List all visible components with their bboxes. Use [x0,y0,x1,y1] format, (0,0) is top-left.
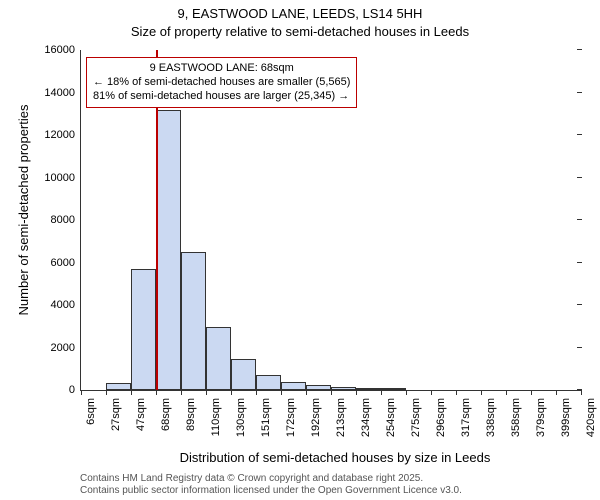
histogram-chart: 9, EASTWOOD LANE, LEEDS, LS14 5HH Size o… [0,0,600,500]
x-axis-label: Distribution of semi-detached houses by … [80,450,590,465]
x-tick-label: 399sqm [560,398,572,437]
x-tick-label: 89sqm [185,398,197,431]
x-tick-label: 234sqm [360,398,372,437]
x-tick-mark [181,390,182,395]
histogram-bar [281,382,306,391]
x-tick-label: 130sqm [235,398,247,437]
histogram-bar [331,387,356,390]
x-tick-mark [156,390,157,395]
x-tick-mark [481,390,482,395]
x-tick-mark [306,390,307,395]
x-tick-mark [456,390,457,395]
x-tick-mark [556,390,557,395]
x-tick-mark [431,390,432,395]
y-tick-label: 6000 [51,257,81,269]
annotation-line3: 81% of semi-detached houses are larger (… [93,90,350,104]
x-tick-label: 358sqm [510,398,522,437]
y-tick-label: 10000 [44,172,81,184]
x-tick-mark [81,390,82,395]
histogram-bar [106,383,131,390]
histogram-bar [231,359,256,390]
y-tick-label: 12000 [44,129,81,141]
x-tick-mark [406,390,407,395]
histogram-bar [206,327,231,390]
y-tick-label: 8000 [51,214,81,226]
y-tick-mark [577,134,582,135]
annotation-line1: 9 EASTWOOD LANE: 68sqm [93,62,350,76]
x-tick-label: 68sqm [160,398,172,431]
chart-title-line1: 9, EASTWOOD LANE, LEEDS, LS14 5HH [0,6,600,21]
x-tick-label: 296sqm [435,398,447,437]
histogram-bar [356,388,381,390]
y-tick-label: 2000 [51,342,81,354]
x-tick-mark [231,390,232,395]
y-tick-mark [577,49,582,50]
y-tick-mark [577,262,582,263]
y-tick-mark [577,177,582,178]
attribution-line2: Contains public sector information licen… [80,485,462,497]
x-tick-mark [206,390,207,395]
x-tick-label: 172sqm [285,398,297,437]
x-tick-mark [356,390,357,395]
y-tick-mark [577,92,582,93]
y-tick-mark [577,347,582,348]
attribution-line1: Contains HM Land Registry data © Crown c… [80,473,462,485]
y-axis-label: Number of semi-detached properties [16,60,31,360]
x-tick-mark [106,390,107,395]
y-tick-label: 14000 [44,87,81,99]
x-tick-label: 27sqm [110,398,122,431]
y-tick-label: 16000 [44,44,81,56]
y-tick-label: 4000 [51,299,81,311]
annotation-line2: ← 18% of semi-detached houses are smalle… [93,76,350,90]
histogram-bar [256,375,281,390]
x-tick-label: 110sqm [210,398,222,436]
x-tick-label: 317sqm [460,398,472,437]
histogram-bar [181,252,206,390]
x-tick-mark [506,390,507,395]
x-tick-label: 254sqm [385,398,397,437]
x-tick-mark [531,390,532,395]
x-tick-label: 151sqm [260,398,272,437]
x-tick-mark [281,390,282,395]
x-tick-label: 338sqm [485,398,497,437]
y-tick-mark [577,219,582,220]
x-tick-label: 6sqm [85,398,97,425]
x-tick-mark [581,390,582,395]
chart-attribution: Contains HM Land Registry data © Crown c… [80,473,462,496]
x-tick-label: 192sqm [310,398,322,437]
histogram-bar [381,388,406,390]
x-tick-mark [381,390,382,395]
x-tick-mark [256,390,257,395]
x-tick-label: 213sqm [335,398,347,437]
histogram-bar [156,110,181,391]
y-tick-mark [577,304,582,305]
x-tick-label: 47sqm [135,398,147,431]
x-tick-label: 379sqm [535,398,547,437]
y-tick-label: 0 [69,384,81,396]
plot-area: 02000400060008000100001200014000160006sq… [80,50,581,391]
x-tick-mark [131,390,132,395]
x-tick-mark [331,390,332,395]
property-annotation: 9 EASTWOOD LANE: 68sqm← 18% of semi-deta… [86,57,357,108]
chart-title-line2: Size of property relative to semi-detach… [0,24,600,39]
x-tick-label: 275sqm [410,398,422,437]
histogram-bar [306,385,331,390]
histogram-bar [131,269,156,390]
x-tick-label: 420sqm [585,398,597,437]
